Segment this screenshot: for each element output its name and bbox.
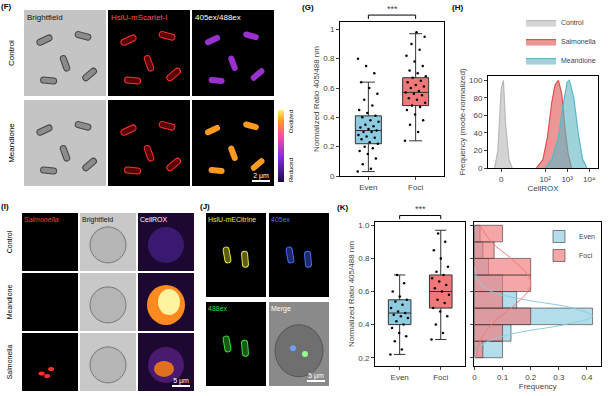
svg-text:Control: Control: [7, 40, 16, 66]
svg-text:Normalized Ratio 405/488 nm: Normalized Ratio 405/488 nm: [347, 241, 356, 347]
svg-text:Meandione: Meandione: [6, 285, 13, 320]
svg-text:Merge: Merge: [271, 305, 291, 313]
svg-text:0.6: 0.6: [358, 287, 370, 296]
svg-text:***: ***: [415, 204, 426, 214]
svg-text:0.4: 0.4: [323, 113, 335, 122]
svg-text:10²: 10²: [539, 175, 551, 184]
svg-text:488ex: 488ex: [208, 305, 228, 312]
svg-text:10³: 10³: [561, 175, 573, 184]
svg-text:Oxidized: Oxidized: [288, 110, 294, 133]
svg-text:0.2: 0.2: [525, 373, 537, 382]
svg-text:0: 0: [499, 175, 504, 184]
svg-text:CellROX: CellROX: [527, 184, 559, 193]
svg-text:Even: Even: [391, 373, 409, 382]
svg-text:CellROX: CellROX: [140, 216, 168, 223]
svg-text:Salmonella: Salmonella: [24, 216, 59, 223]
svg-text:(I): (I): [1, 202, 9, 211]
svg-text:Even: Even: [359, 183, 377, 192]
svg-text:40: 40: [473, 129, 482, 138]
svg-text:0.8: 0.8: [358, 254, 370, 263]
svg-text:0.2: 0.2: [323, 142, 335, 151]
svg-text:Even: Even: [579, 233, 595, 240]
svg-text:HslU-mECitrine: HslU-mECitrine: [208, 216, 256, 223]
svg-text:2 μm: 2 μm: [253, 172, 269, 180]
svg-text:Foci: Foci: [433, 373, 448, 382]
svg-text:Normalized Ratio 405/488 nm: Normalized Ratio 405/488 nm: [312, 46, 321, 152]
svg-text:Frequency: Frequency: [519, 382, 557, 391]
svg-text:0.8: 0.8: [323, 54, 335, 63]
svg-text:405ex/488ex: 405ex/488ex: [195, 13, 241, 22]
svg-text:Control: Control: [6, 230, 13, 253]
svg-text:1.0: 1.0: [358, 221, 370, 230]
svg-text:405ex: 405ex: [271, 216, 291, 223]
svg-text:10⁴: 10⁴: [583, 175, 596, 184]
svg-text:Meandione: Meandione: [561, 57, 596, 64]
svg-text:0: 0: [478, 164, 483, 173]
svg-text:80: 80: [473, 94, 482, 103]
svg-text:0.4: 0.4: [358, 320, 370, 329]
svg-text:0: 0: [330, 172, 335, 181]
svg-text:0.4: 0.4: [581, 373, 593, 382]
svg-text:Meandione: Meandione: [7, 123, 16, 163]
svg-text:(F): (F): [1, 2, 12, 11]
svg-text:60: 60: [473, 111, 482, 120]
svg-text:Brightfield: Brightfield: [27, 13, 63, 22]
svg-text:(J): (J): [200, 202, 210, 211]
svg-text:Frequency (mode-normalized): Frequency (mode-normalized): [458, 68, 467, 175]
svg-text:Salmonella: Salmonella: [561, 38, 596, 45]
svg-text:Control: Control: [561, 19, 584, 26]
svg-text:5 μm: 5 μm: [308, 372, 324, 380]
svg-text:0.6: 0.6: [323, 84, 335, 93]
svg-text:Reduced: Reduced: [288, 158, 294, 182]
svg-text:Foci: Foci: [408, 183, 423, 192]
svg-text:20: 20: [473, 146, 482, 155]
svg-text:Brightfield: Brightfield: [82, 216, 113, 224]
svg-text:0.2: 0.2: [358, 354, 370, 363]
svg-text:***: ***: [387, 4, 398, 14]
svg-text:0: 0: [472, 373, 477, 382]
svg-text:HslU-mScarlet-I: HslU-mScarlet-I: [111, 13, 167, 22]
svg-text:100: 100: [469, 76, 483, 85]
svg-text:0.1: 0.1: [497, 373, 509, 382]
svg-text:(H): (H): [452, 3, 463, 12]
svg-text:5 μm: 5 μm: [173, 377, 189, 385]
svg-text:0.3: 0.3: [553, 373, 565, 382]
svg-text:Salmonella: Salmonella: [6, 345, 13, 380]
svg-text:(K): (K): [337, 203, 348, 212]
svg-text:Foci: Foci: [579, 252, 593, 259]
svg-text:(G): (G): [302, 3, 314, 12]
svg-text:1: 1: [330, 25, 335, 34]
